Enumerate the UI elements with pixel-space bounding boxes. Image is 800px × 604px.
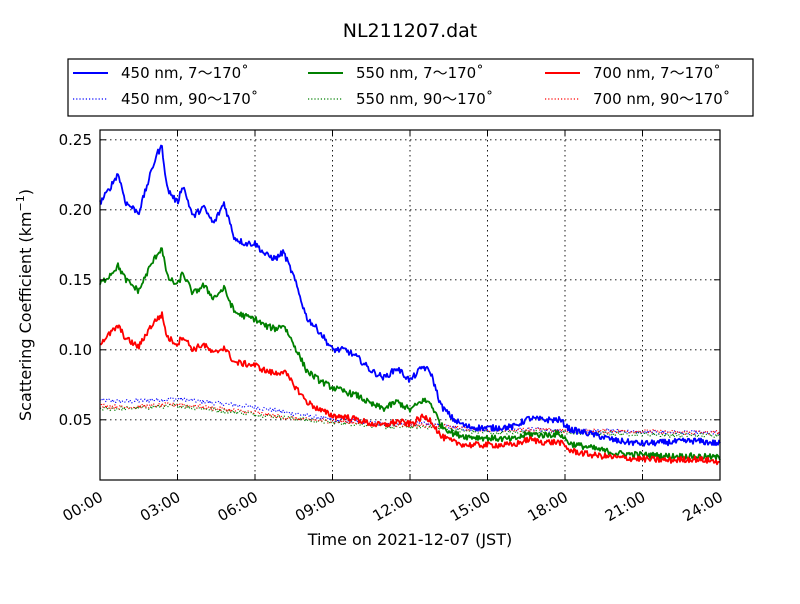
x-tick-label: 21:00 bbox=[602, 488, 648, 525]
legend-items: 450 nm, 7～170˚ 550 nm, 7～170˚ 700 nm, 7～17… bbox=[73, 64, 730, 108]
x-tick-label: 12:00 bbox=[370, 488, 416, 525]
x-tick-label: 06:00 bbox=[215, 488, 261, 525]
chart-title: NL211207.dat bbox=[343, 20, 478, 42]
y-tick-label: 0.25 bbox=[59, 131, 92, 149]
y-tick-label: 0.20 bbox=[59, 201, 92, 219]
y-tick-label: 0.15 bbox=[59, 271, 92, 289]
ticks: 00:00 03:00 06:00 09:00 12:00 15:00 18:00 21:00… bbox=[59, 130, 726, 525]
legend: 450 nm, 7～170˚ 550 nm, 7～170˚ 700 nm, 7～17… bbox=[67, 58, 754, 117]
x-tick-label: 00:00 bbox=[60, 488, 106, 525]
x-tick-label: 03:00 bbox=[137, 488, 183, 525]
x-tick-label: 18:00 bbox=[525, 488, 571, 525]
x-tick-label: 09:00 bbox=[292, 488, 338, 525]
grid bbox=[100, 130, 720, 480]
series-line-1 bbox=[99, 247, 721, 461]
legend-frame bbox=[67, 58, 754, 117]
series-line-5 bbox=[99, 402, 721, 436]
legend-label-4: 550 nm, 90～170˚ bbox=[356, 90, 493, 108]
x-tick-label: 15:00 bbox=[447, 488, 493, 525]
series-line-0 bbox=[99, 144, 721, 447]
legend-label-3: 450 nm, 90～170˚ bbox=[121, 90, 258, 108]
series-line-2 bbox=[99, 311, 721, 466]
legend-label-0: 450 nm, 7～170˚ bbox=[121, 64, 249, 82]
x-tick-label: 24:00 bbox=[680, 488, 726, 525]
y-axis-label-end: ) bbox=[16, 189, 35, 195]
legend-label-5: 700 nm, 90～170˚ bbox=[593, 90, 730, 108]
y-axis-label-main: Scattering Coefficient (km bbox=[16, 211, 35, 421]
y-axis-label: Scattering Coefficient (km−1) bbox=[14, 189, 35, 421]
legend-label-2: 700 nm, 7～170˚ bbox=[593, 64, 721, 82]
x-axis-label: Time on 2021-12-07 (JST) bbox=[307, 530, 512, 549]
series-group bbox=[99, 144, 721, 466]
y-tick-label: 0.05 bbox=[59, 411, 92, 429]
y-axis-label-sup: −1 bbox=[14, 195, 27, 211]
legend-label-1: 550 nm, 7～170˚ bbox=[356, 64, 484, 82]
y-tick-label: 0.10 bbox=[59, 341, 92, 359]
